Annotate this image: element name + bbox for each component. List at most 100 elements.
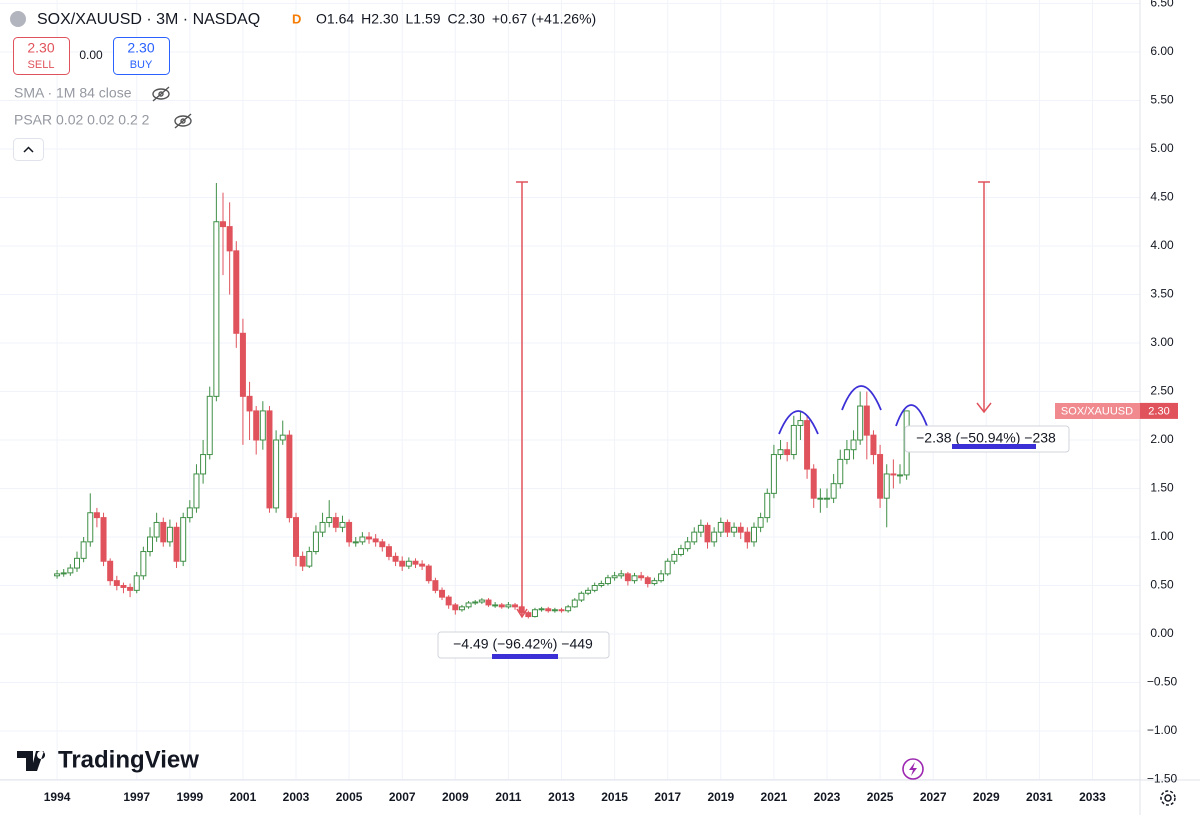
indicator[interactable]: PSAR 0.02 0.02 0.2 2 xyxy=(14,112,150,128)
x-tick-label: 2027 xyxy=(920,790,947,804)
x-tick-label: 2019 xyxy=(707,790,734,804)
candle-body xyxy=(478,599,485,603)
candle-body xyxy=(571,599,578,608)
x-tick-label: 2013 xyxy=(548,790,575,804)
candle-body xyxy=(897,474,903,477)
x-tick-label: 2005 xyxy=(336,790,363,804)
candle-body xyxy=(312,531,319,553)
y-tick-label: 1.50 xyxy=(1150,481,1174,495)
sell-button[interactable] xyxy=(13,37,70,75)
price-tag-name: SOX/XAUUSD xyxy=(1061,405,1133,417)
x-tick-label: 2021 xyxy=(761,790,788,804)
candle-body xyxy=(890,473,897,476)
candle-body xyxy=(817,497,824,500)
candle-body xyxy=(585,589,592,594)
buy-price: 2.30 xyxy=(127,40,154,56)
candle-body xyxy=(147,536,153,553)
y-tick-label: 6.50 xyxy=(1150,0,1174,10)
candle-body xyxy=(439,589,446,598)
candle-body xyxy=(551,609,558,612)
candle-body xyxy=(704,524,711,543)
candle-body xyxy=(299,555,306,567)
arrow-head xyxy=(976,402,992,414)
candle-body xyxy=(405,560,412,567)
y-tick-label: 4.00 xyxy=(1150,238,1174,252)
candle-body xyxy=(558,609,565,612)
candle-body xyxy=(512,604,519,608)
candle-body xyxy=(107,560,114,582)
y-tick-label: 3.50 xyxy=(1150,287,1174,301)
candle-body xyxy=(677,548,684,555)
collapse-button[interactable] xyxy=(13,138,44,161)
candle-body xyxy=(279,434,286,441)
candle-body xyxy=(830,483,837,499)
candle-body xyxy=(618,573,625,577)
y-tick-label: −0.50 xyxy=(1147,675,1178,689)
price-tag-box xyxy=(1140,402,1178,419)
x-tick-label: 1999 xyxy=(176,790,203,804)
candle-body xyxy=(412,560,419,565)
candle-body xyxy=(160,521,167,543)
candle-body xyxy=(127,586,134,591)
candle-body xyxy=(823,497,830,500)
candle-body xyxy=(837,458,844,485)
hidden-icon[interactable] xyxy=(174,113,192,129)
candle-body xyxy=(770,454,777,494)
hidden-icon[interactable] xyxy=(152,86,170,102)
candle-body xyxy=(173,526,180,562)
buy-button[interactable] xyxy=(113,37,170,75)
y-tick-label: 0.00 xyxy=(1150,626,1174,640)
candle-body xyxy=(233,250,240,334)
candle-body xyxy=(843,449,850,460)
y-tick-label: 4.50 xyxy=(1150,190,1174,204)
candle-body xyxy=(697,524,704,533)
candle-body xyxy=(591,585,598,591)
candle-body xyxy=(757,517,764,528)
candle-body xyxy=(140,551,147,577)
candle-body xyxy=(100,517,107,562)
arc xyxy=(778,410,819,435)
alert-icon[interactable] xyxy=(902,758,924,780)
y-tick-label: 5.50 xyxy=(1150,93,1174,107)
candle-body xyxy=(458,606,465,611)
candle-body xyxy=(784,449,791,456)
candle-body xyxy=(750,526,757,543)
candle-body xyxy=(790,424,797,456)
candle-body xyxy=(565,606,572,612)
x-tick-label: 1997 xyxy=(123,790,150,804)
candle-body xyxy=(870,434,877,456)
symbol-icon xyxy=(10,11,26,27)
candle-body xyxy=(213,221,220,397)
candle-body xyxy=(611,575,618,579)
candle-body xyxy=(797,420,804,426)
ohlc-value: +0.67 (+41.26%) xyxy=(492,11,596,27)
candle-body xyxy=(432,580,439,591)
symbol-title[interactable]: SOX/XAUUSD · 3M · NASDAQ xyxy=(37,11,260,28)
ohlc-header: O1.64 H2.30 L1.59 C2.30 +0.67 (+41.26%) xyxy=(316,11,596,27)
ohlc-value: O1.64 xyxy=(316,11,354,27)
candle-body xyxy=(306,551,313,567)
x-tick-label: 2031 xyxy=(1026,790,1053,804)
y-tick-label: 6.00 xyxy=(1150,44,1174,58)
bolt xyxy=(909,762,917,776)
indicator[interactable]: SMA · 1M 84 close xyxy=(14,85,132,101)
candle-body xyxy=(498,604,505,608)
source-badge: D xyxy=(292,11,301,26)
candle-body xyxy=(87,512,94,543)
y-tick-label: −1.00 xyxy=(1147,723,1178,737)
candle-body xyxy=(113,580,120,587)
candle-body xyxy=(744,531,751,543)
y-tick-label: 3.00 xyxy=(1150,335,1174,349)
x-tick-label: 2017 xyxy=(654,790,681,804)
candle-body xyxy=(638,575,645,579)
candle-body xyxy=(133,575,140,591)
price-tag-label: 2.30 xyxy=(1148,405,1169,417)
settings-icon[interactable] xyxy=(1160,790,1176,806)
x-tick-label: 2003 xyxy=(283,790,310,804)
candle-body xyxy=(658,573,665,582)
watermark: TradingView xyxy=(17,746,199,773)
spread: 0.00 xyxy=(79,48,103,62)
y-tick-label: 5.00 xyxy=(1150,141,1174,155)
candle-body xyxy=(379,541,386,548)
candle-body xyxy=(492,604,499,607)
